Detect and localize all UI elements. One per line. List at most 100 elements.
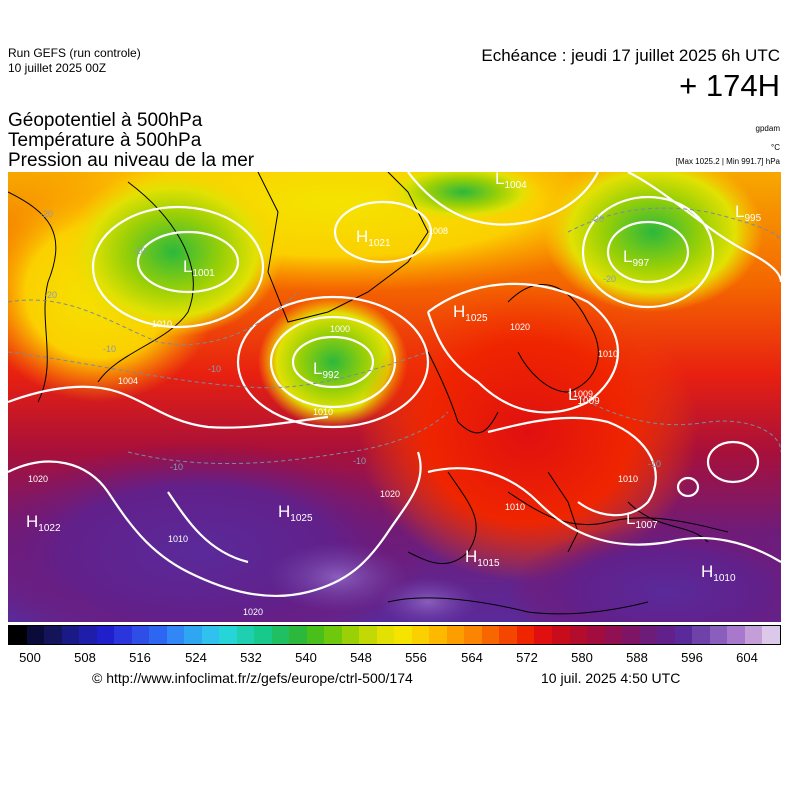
source-url[interactable]: © http://www.infoclimat.fr/z/gefs/europe… <box>92 670 413 686</box>
forecast-valid-time: Echéance : jeudi 17 juillet 2025 6h UTC <box>481 46 780 65</box>
coast-canada <box>8 191 57 403</box>
field-lilac-libya <box>378 577 478 622</box>
scale-tick-label: 596 <box>681 650 703 665</box>
color-swatch <box>622 626 640 644</box>
scale-tick-label: 524 <box>185 650 207 665</box>
color-swatch <box>236 626 255 644</box>
scale-tick-label: 548 <box>350 650 372 665</box>
isotherm-label: -10 <box>103 344 116 354</box>
color-swatch <box>499 626 517 644</box>
pressure-center-low: L997 <box>623 247 650 269</box>
scale-tick-label: 604 <box>736 650 758 665</box>
isobar-label: 1010 <box>505 502 525 512</box>
isobars <box>8 172 781 598</box>
color-swatch <box>26 626 45 644</box>
scale-tick-label: 516 <box>129 650 151 665</box>
isotherm-label: -10 <box>648 459 661 469</box>
color-swatch <box>96 626 115 644</box>
pressure-centers: L1001 H1021 L1004 L997 L995 H1025 L992 L1009 H10… <box>26 172 762 584</box>
isotherm-label: -20 <box>40 209 53 219</box>
pressure-center-high: H1025 <box>278 502 313 524</box>
title-temperature: Température à 500hPa <box>8 130 202 151</box>
color-swatch <box>587 626 605 644</box>
isobar-labels: 1008 1010 1020 1004 1009 1000 1010 1020 1010 1020… <box>28 226 638 617</box>
scale-tick-label: 556 <box>405 650 427 665</box>
color-swatch <box>604 626 623 644</box>
isobar-label: 1010 <box>618 474 638 484</box>
isobar-label: 1020 <box>28 474 48 484</box>
color-swatch <box>44 626 62 644</box>
field-green-scandinavia <box>543 172 763 312</box>
coast-hudson <box>97 181 194 383</box>
coast-mediterranean <box>507 491 729 533</box>
color-swatch <box>569 626 588 644</box>
coast-italy <box>547 471 579 553</box>
scale-tick-label: 580 <box>571 650 593 665</box>
color-swatch <box>534 626 552 644</box>
isobar-label: 1020 <box>380 489 400 499</box>
pressure-center-high: H1025 <box>453 302 488 324</box>
color-swatch <box>219 626 237 644</box>
field-green-north <box>383 172 543 222</box>
color-swatch <box>446 626 465 644</box>
pressure-center-low: L1007 <box>626 509 658 531</box>
scale-tick-label: 572 <box>516 650 538 665</box>
color-swatch <box>9 626 27 644</box>
scale-tick-label: 500 <box>19 650 41 665</box>
scale-tick-label: 588 <box>626 650 648 665</box>
color-swatch <box>324 626 342 644</box>
coast-scandinavia <box>507 284 599 393</box>
color-swatch <box>201 626 220 644</box>
run-date: 10 juillet 2025 00Z <box>8 61 107 75</box>
coast-north-africa <box>387 597 649 615</box>
color-swatch <box>131 626 150 644</box>
isobar-label: 1000 <box>330 324 350 334</box>
isobar-label: 1010 <box>313 407 333 417</box>
pressure-center-low: L992 <box>313 359 340 381</box>
scale-tick-label: 564 <box>461 650 483 665</box>
scale-tick-label: 508 <box>74 650 96 665</box>
isotherm-label: -10 <box>353 456 366 466</box>
color-swatch <box>289 626 307 644</box>
color-swatch <box>306 626 325 644</box>
pressure-center-high: H1015 <box>465 547 500 569</box>
isobar-label: 1020 <box>243 607 263 617</box>
unit-celsius: °C <box>771 143 780 152</box>
run-label: Run GEFS (run controle) <box>8 46 141 60</box>
color-swatch <box>657 626 675 644</box>
color-swatch <box>166 626 185 644</box>
pressure-center-low: L995 <box>735 202 762 224</box>
color-swatch <box>429 626 447 644</box>
isotherm-label: -20 <box>591 214 604 224</box>
color-swatch <box>411 626 430 644</box>
color-swatch <box>551 626 570 644</box>
pressure-center-low: L1009 <box>568 385 600 407</box>
issue-time: 10 juil. 2025 4:50 UTC <box>541 670 681 686</box>
unit-gpdam: gpdam <box>755 124 780 133</box>
color-swatch <box>762 626 780 644</box>
color-swatch <box>709 626 728 644</box>
forecast-lead-hours: + 174H <box>679 68 780 103</box>
pressure-center-low: L1004 <box>495 172 527 191</box>
weather-map-svg: L1001 H1021 L1004 L997 L995 H1025 L992 L1009 H10… <box>8 172 781 622</box>
pressure-max-min: [Max 1025.2 | Min 991.7] hPa <box>675 157 780 166</box>
isobar-label: 1008 <box>428 226 448 236</box>
pressure-center-high: H1021 <box>356 227 391 249</box>
pressure-center-high: H1010 <box>701 562 736 584</box>
isobar-label: 1020 <box>510 322 530 332</box>
isotherms <box>8 207 781 465</box>
color-swatch <box>271 626 290 644</box>
color-swatch <box>744 626 763 644</box>
weather-map: L1001 H1021 L1004 L997 L995 H1025 L992 L1009 H10… <box>8 172 781 622</box>
color-swatch <box>79 626 97 644</box>
scale-tick-label: 540 <box>295 650 317 665</box>
color-swatch <box>376 626 395 644</box>
field-lilac-sahara <box>268 542 408 612</box>
isobar-label: 1010 <box>598 349 618 359</box>
color-swatch <box>692 626 710 644</box>
isotherm-label: -10 <box>170 462 183 472</box>
isobar-label: 1010 <box>168 534 188 544</box>
color-swatch <box>359 626 377 644</box>
title-pressure: Pression au niveau de la mer <box>8 150 255 171</box>
isotherm-label: -20 <box>44 290 57 300</box>
